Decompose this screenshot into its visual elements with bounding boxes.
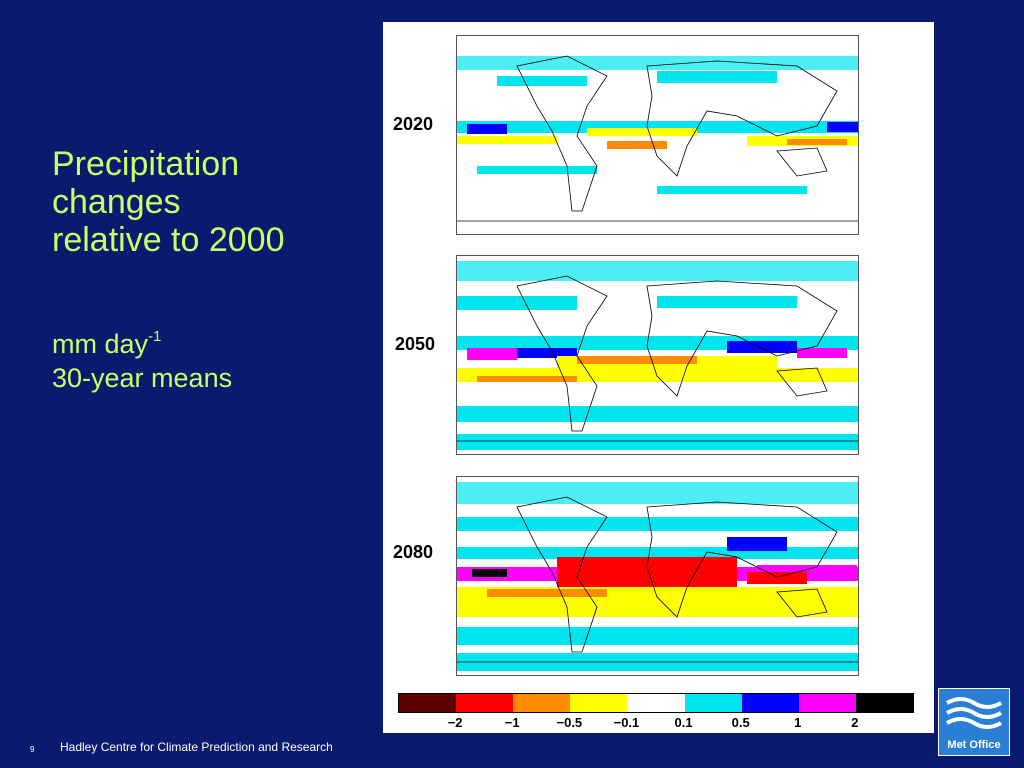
- colorbar-tick-label: −0.1: [613, 715, 640, 730]
- slide-title: Precipitation changes relative to 2000: [52, 145, 372, 259]
- panel-label-2050: 2050: [395, 334, 436, 354]
- logo-text: Met Office: [947, 739, 1001, 751]
- colorbar-swatch: [741, 694, 799, 712]
- colorbar-swatch: [456, 694, 514, 712]
- title-line-3: relative to 2000: [52, 221, 285, 259]
- colorbar-tick-label: −0.5: [556, 715, 583, 730]
- colorbar-labels: −2 −1 −0.5 −0.1 0.1 0.5 1 2: [398, 715, 912, 733]
- units-text: mm day: [52, 329, 149, 359]
- title-line-1: Precipitation: [52, 145, 240, 183]
- map-2020: [456, 35, 859, 235]
- colorbar-swatch: [399, 694, 457, 712]
- colorbar-tick-label: 0.1: [674, 715, 693, 730]
- map-2080: [456, 476, 859, 676]
- panel-label-2020: 2020: [393, 114, 434, 134]
- colorbar: [398, 693, 914, 713]
- colorbar-tick-label: 2: [851, 715, 859, 730]
- colorbar-swatch: [798, 694, 856, 712]
- wave-icon: [946, 697, 1002, 729]
- colorbar-tick-label: 1: [794, 715, 802, 730]
- colorbar-swatch: [570, 694, 628, 712]
- figure-panel: 2020 2050: [383, 22, 934, 733]
- colorbar-swatch: [627, 694, 685, 712]
- map-graphic-2050: [457, 256, 858, 454]
- colorbar-tick-label: −2: [447, 715, 463, 730]
- colorbar-swatch: [684, 694, 742, 712]
- slide-number: 9: [30, 745, 35, 754]
- footer-text: Hadley Centre for Climate Prediction and…: [60, 740, 333, 754]
- colorbar-tick-label: −1: [504, 715, 520, 730]
- units-exponent: -1: [148, 328, 162, 345]
- map-2050: [456, 255, 859, 455]
- colorbar-swatch: [513, 694, 571, 712]
- colorbar-swatch: [855, 694, 913, 712]
- map-graphic-2080: [457, 477, 858, 675]
- map-graphic-2020: [457, 36, 858, 234]
- panel-label-2080: 2080: [393, 542, 434, 562]
- met-office-logo: Met Office: [938, 688, 1010, 756]
- title-line-2: changes: [52, 183, 181, 221]
- means-text: 30-year means: [52, 363, 233, 393]
- colorbar-tick-label: 0.5: [731, 715, 750, 730]
- units-block: mm day-1 30-year means: [52, 320, 232, 395]
